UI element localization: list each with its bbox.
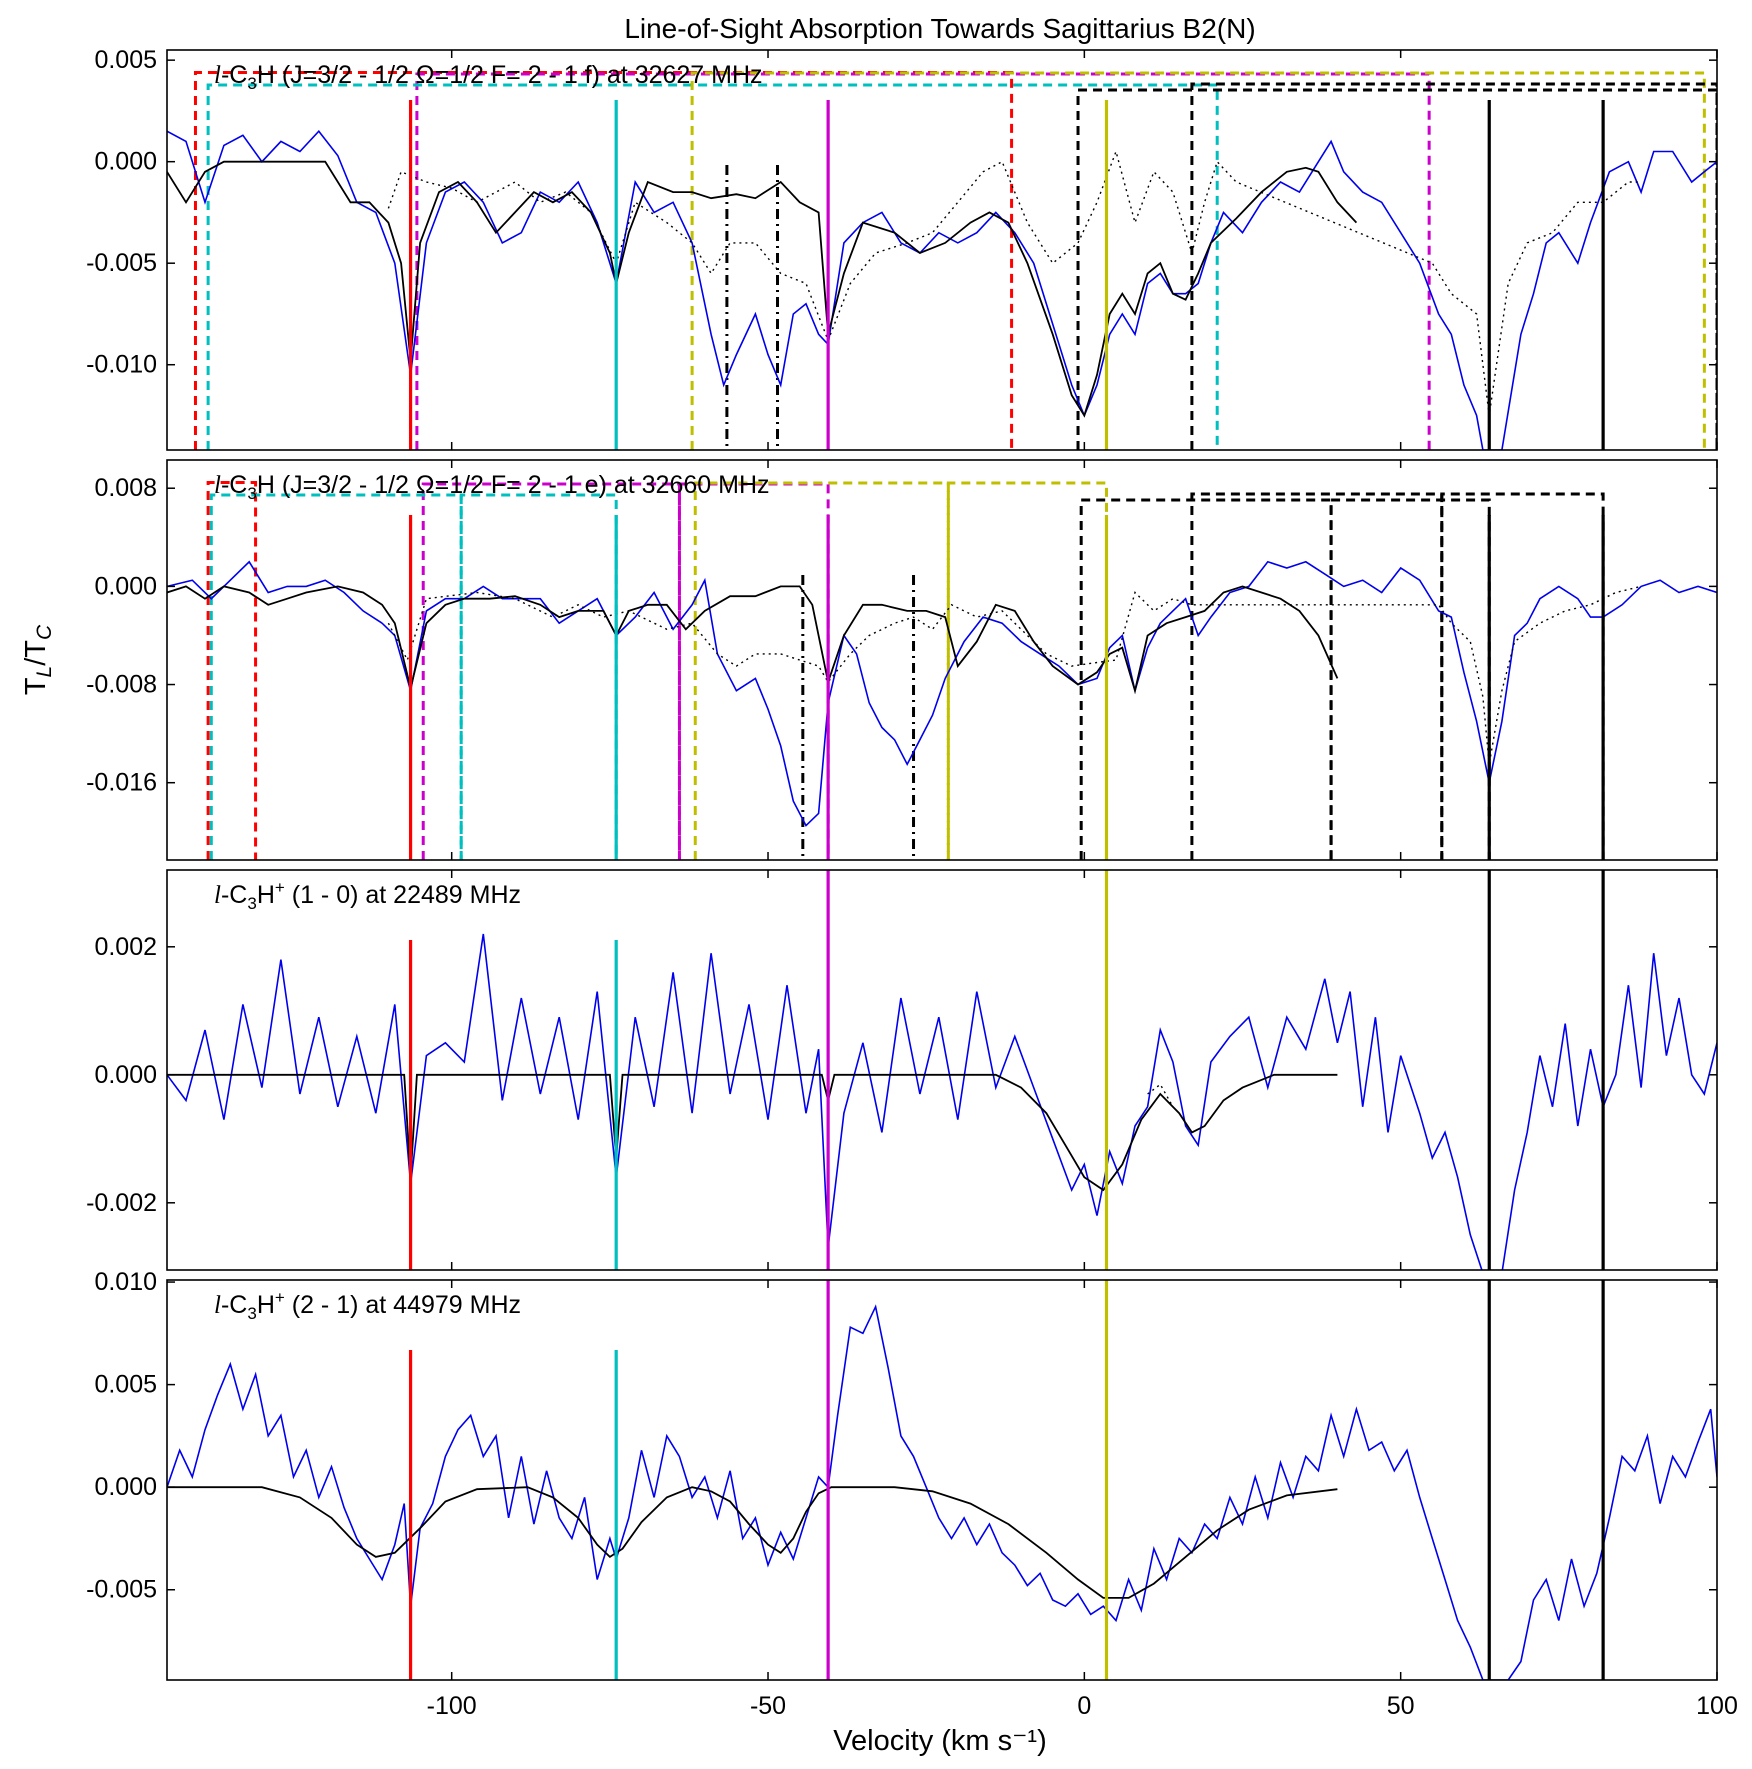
x-tick-label: 0 <box>1077 1692 1091 1720</box>
x-tick-label: 100 <box>1696 1692 1738 1720</box>
dotted-model <box>387 149 1642 416</box>
panel-plot-area <box>167 481 1717 860</box>
panel-label-tail: (2 - 1) at 44979 MHz <box>285 1291 521 1319</box>
panel-frame <box>166 459 1718 861</box>
panel-label-tail: (1 - 0) at 22489 MHz <box>285 881 521 909</box>
panel-label-prefix: l <box>214 882 221 909</box>
panel-label-molecule: -C <box>221 881 247 909</box>
x-tick-label: 50 <box>1387 1692 1415 1720</box>
panel-label-molecule: -C <box>221 471 247 499</box>
panel-label: l-C3H (J=3/2 - 1/2 Ω=1/2 F= 2 - 1 f) at … <box>214 61 763 93</box>
panel-4: 0.010 0.005 0.000 -0.005 l-C3H+ (2 - 1) at 4… <box>86 1268 1718 1681</box>
y-tick-label: -0.005 <box>86 1576 157 1604</box>
component-bracket <box>693 481 950 860</box>
y-tick-label: 0.000 <box>94 1061 157 1089</box>
panel-label: l-C3H+ (2 - 1) at 44979 MHz <box>214 1288 521 1323</box>
panel-label-subscript: 3 <box>247 1304 256 1323</box>
y-tick-label: 0.008 <box>94 474 157 502</box>
model-fit <box>167 585 1339 695</box>
x-axis-label: Velocity (km s⁻¹) <box>833 1725 1047 1757</box>
y-tick-label: 0.000 <box>94 1473 157 1501</box>
y-tick-label: 0.000 <box>94 148 157 176</box>
panel-label-h: H <box>257 881 275 909</box>
y-tick-label: 0.010 <box>94 1268 157 1296</box>
x-tick-label: -50 <box>750 1692 786 1720</box>
observed-spectrum <box>167 560 1717 827</box>
model-fit <box>167 160 1358 418</box>
panel-label-subscript: 3 <box>247 894 256 913</box>
panel-plot-area <box>167 1280 1717 1680</box>
chart-title: Line-of-Sight Absorption Towards Sagitta… <box>624 13 1255 44</box>
component-bracket <box>677 482 830 860</box>
x-tick-label: -100 <box>427 1692 477 1720</box>
panel-label-tail: H (J=3/2 - 1/2 Ω=1/2 F= 2 - 1 f) at 3262… <box>257 61 763 89</box>
component-bracket <box>690 71 1706 450</box>
component-bracket <box>459 493 618 860</box>
component-bracket <box>1190 82 1717 450</box>
panel-1: 0.005 0.000 -0.005 -0.010 l-C3H (J=3/2 - 1/2… <box>86 46 1718 451</box>
panel-2: 0.008 0.000 -0.008 -0.016 l-C3H (J=3/2 - 1/2… <box>86 459 1718 861</box>
panel-label-molecule: -C <box>221 61 247 89</box>
y-tick-label: 0.005 <box>94 1371 157 1399</box>
panel-label-tail: H (J=3/2 - 1/2 Ω=1/2 F= 2 - 1 e) at 3266… <box>257 471 770 499</box>
y-tick-label: -0.005 <box>86 249 157 277</box>
panel-label-prefix: l <box>214 1292 221 1319</box>
panel-plot-area <box>167 870 1717 1270</box>
model-fit <box>167 1073 1338 1192</box>
y-tick-label: -0.002 <box>86 1189 157 1217</box>
panel-label-superscript: + <box>275 878 285 897</box>
observed-spectrum <box>167 933 1717 1270</box>
component-bracket <box>206 83 1219 450</box>
panel-frame <box>166 869 1718 1271</box>
y-axis-label-rest: /T <box>20 640 52 666</box>
component-bracket <box>415 72 1431 450</box>
panel-label-prefix: l <box>214 62 221 89</box>
panel-label-prefix: l <box>214 472 221 499</box>
component-bracket <box>193 71 1014 450</box>
y-axis-label-sub2: C <box>33 624 56 640</box>
panel-label-subscript: 3 <box>247 74 256 93</box>
panel-frame <box>166 49 1718 451</box>
y-tick-label: -0.010 <box>86 351 157 379</box>
panel-label: l-C3H (J=3/2 - 1/2 Ω=1/2 F= 2 - 1 e) at … <box>214 471 770 503</box>
y-tick-label: -0.016 <box>86 769 157 797</box>
panel-label-subscript: 3 <box>247 484 256 503</box>
panel-plot-area <box>167 71 1717 450</box>
component-bracket <box>1076 88 1717 450</box>
observed-spectrum <box>167 1304 1717 1680</box>
panel-3: 0.002 0.000 -0.002 l-C3H+ (1 - 0) at 22489 … <box>86 869 1718 1271</box>
component-bracket <box>421 482 681 860</box>
y-axis-label-sub: L <box>33 666 56 678</box>
panel-label-superscript: + <box>275 1288 285 1307</box>
panel-label-h: H <box>257 1291 275 1319</box>
panel-label: l-C3H+ (1 - 0) at 22489 MHz <box>214 878 521 913</box>
component-bracket <box>1440 492 1605 860</box>
y-tick-label: 0.000 <box>94 572 157 600</box>
panel-label-molecule: -C <box>221 1291 247 1319</box>
dotted-model <box>387 585 1642 765</box>
y-axis-label: TL/TC <box>20 624 56 695</box>
component-bracket <box>206 481 258 860</box>
component-bracket <box>946 481 1108 860</box>
y-tick-label: -0.008 <box>86 671 157 699</box>
component-bracket <box>1190 492 1444 860</box>
y-tick-label: 0.002 <box>94 933 157 961</box>
y-tick-label: 0.005 <box>94 46 157 74</box>
observed-spectrum <box>167 129 1717 450</box>
panel-frame <box>166 1279 1718 1681</box>
component-bracket <box>1079 498 1333 860</box>
